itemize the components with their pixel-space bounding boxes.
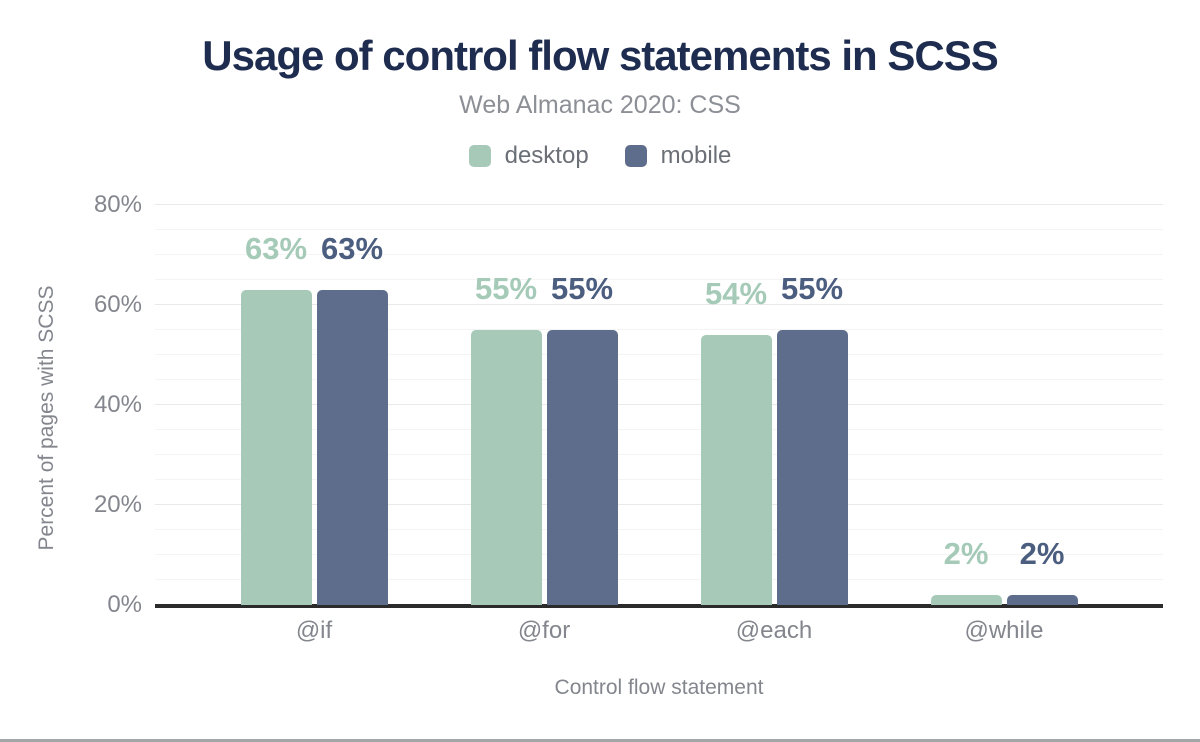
x-tick-label: @for	[517, 617, 571, 644]
legend-label-mobile: mobile	[660, 142, 732, 169]
mobile-bar	[546, 330, 618, 605]
legend-label-desktop: desktop	[504, 142, 589, 169]
gridline	[155, 529, 1163, 530]
y-tick-label: 80%	[93, 191, 142, 218]
legend-swatch-desktop	[468, 145, 491, 167]
bar-group-while: 2% 2%	[930, 538, 1078, 605]
gridline	[155, 304, 1163, 305]
y-tick-label: 40%	[93, 391, 142, 418]
x-tick-label: @while	[964, 617, 1044, 644]
mobile-bar	[776, 330, 848, 605]
gridline	[155, 504, 1163, 505]
desktop-bar	[700, 335, 772, 605]
desktop-value-label: 54%	[704, 276, 768, 311]
desktop-bar-wrap: 54%	[700, 278, 772, 605]
desktop-bar-wrap: 55%	[470, 273, 542, 605]
legend-item-mobile: mobile	[624, 142, 732, 170]
x-tick-label: @if	[295, 617, 333, 644]
gridline	[155, 254, 1163, 255]
mobile-value-label: 2%	[1019, 536, 1065, 571]
legend: desktop mobile	[0, 142, 1200, 170]
plot-area: 63% 63% 55% 55% 54% 55% 2% 2%	[155, 204, 1163, 608]
bar-group-if: 63% 63%	[240, 233, 388, 605]
mobile-bar-wrap: 63%	[316, 233, 388, 605]
y-tick-label: 0%	[107, 591, 142, 618]
gridline	[155, 429, 1163, 430]
y-tick-label: 20%	[93, 491, 142, 518]
desktop-bar	[240, 290, 312, 605]
y-axis-ticks: 0% 20% 40% 60% 80%	[50, 193, 142, 617]
gridline	[155, 454, 1163, 455]
gridline	[155, 579, 1163, 580]
gridline	[155, 404, 1163, 405]
gridline	[155, 279, 1163, 280]
chart-title: Usage of control flow statements in SCSS	[202, 32, 998, 79]
mobile-bar-wrap: 55%	[546, 273, 618, 605]
desktop-bar-wrap: 63%	[240, 233, 312, 605]
desktop-value-label: 63%	[244, 231, 308, 266]
x-axis-title: Control flow statement	[554, 676, 764, 699]
chart-subtitle: Web Almanac 2020: CSS	[459, 91, 741, 119]
gridline	[155, 479, 1163, 480]
x-axis-labels: @if @for @each @while	[155, 617, 1163, 644]
mobile-value-label: 55%	[550, 271, 614, 306]
x-axis-line	[155, 604, 1163, 608]
mobile-bar-wrap: 2%	[1006, 538, 1078, 605]
legend-item-desktop: desktop	[468, 142, 589, 170]
bottom-divider	[0, 739, 1200, 742]
desktop-bar	[470, 330, 542, 605]
desktop-value-label: 2%	[943, 536, 989, 571]
gridline	[155, 229, 1163, 230]
desktop-bar	[930, 595, 1002, 605]
bar-group-for: 55% 55%	[470, 273, 618, 605]
x-tick-label: @each	[735, 617, 813, 644]
gridline	[155, 204, 1163, 205]
mobile-value-label: 55%	[780, 271, 844, 306]
mobile-bar	[1006, 595, 1078, 605]
bar-groups: 63% 63% 55% 55% 54% 55% 2% 2%	[155, 233, 1163, 605]
gridline	[155, 329, 1163, 330]
bar-group-each: 54% 55%	[700, 273, 848, 605]
gridline	[155, 554, 1163, 555]
gridline	[155, 354, 1163, 355]
legend-swatch-mobile	[624, 145, 647, 167]
mobile-value-label: 63%	[320, 231, 384, 266]
desktop-bar-wrap: 2%	[930, 538, 1002, 605]
gridline	[155, 379, 1163, 380]
desktop-value-label: 55%	[474, 271, 538, 306]
y-tick-label: 60%	[93, 291, 142, 318]
mobile-bar	[316, 290, 388, 605]
mobile-bar-wrap: 55%	[776, 273, 848, 605]
